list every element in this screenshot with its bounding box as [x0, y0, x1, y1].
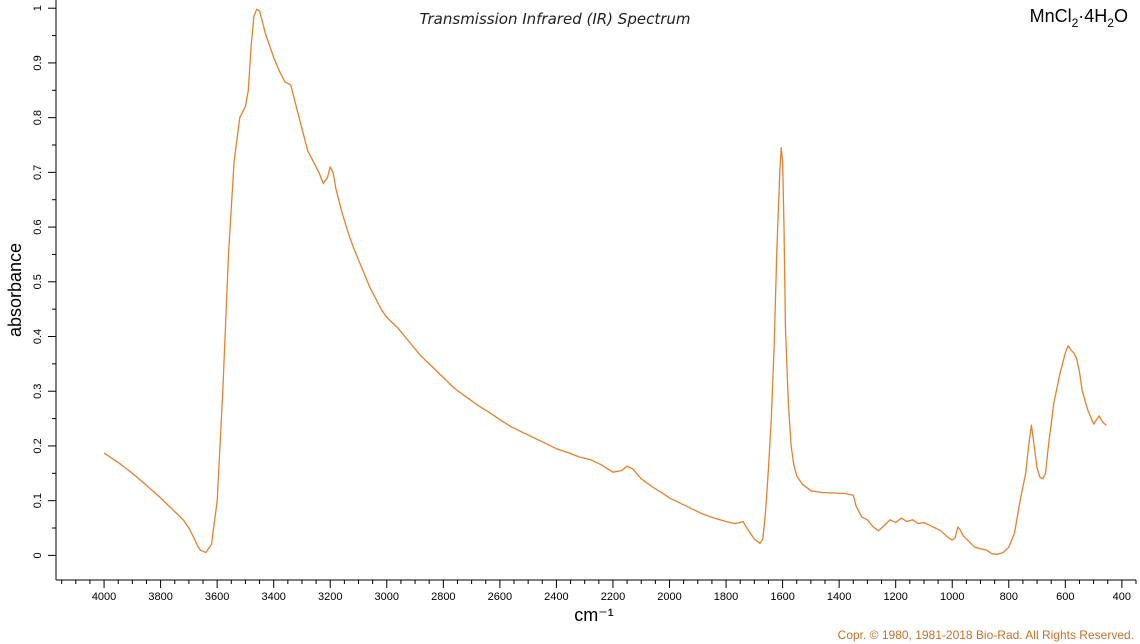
y-tick-label: 0.7: [32, 165, 44, 180]
formula-part: ·4H: [1078, 6, 1107, 26]
x-tick-label: 3200: [318, 591, 342, 603]
x-tick-label: 1200: [883, 591, 907, 603]
y-tick-label: 0.4: [32, 329, 44, 344]
x-tick-label: 3400: [261, 591, 285, 603]
x-tick-label: 1600: [770, 591, 794, 603]
y-tick-label: 0.3: [32, 384, 44, 399]
y-minor-ticks: [52, 35, 56, 529]
y-tick-label: 0.8: [32, 110, 44, 125]
chart-title: Transmission Infrared (IR) Spectrum: [420, 10, 691, 28]
x-tick-label: 1800: [714, 591, 738, 603]
x-tick-label: 800: [1000, 591, 1018, 603]
y-tick-label: 0.5: [32, 274, 44, 289]
y-ticks: 0 0.1 0.2 0.3 0.4 0.5 0.6 0.7 0.8 0.9 1: [32, 5, 56, 558]
x-tick-label: 2400: [544, 591, 568, 603]
plot-frame: [55, 0, 1136, 581]
x-tick-label: 400: [1113, 591, 1131, 603]
x-tick-label: 1400: [827, 591, 851, 603]
x-tick-label: 4000: [92, 591, 116, 603]
compound-formula: MnCl2·4H2O: [1030, 6, 1128, 30]
y-tick-label: 0.2: [32, 438, 44, 453]
x-ticks: 4000 3800 3600 3400 3200 3000 2800 2600 2400 2200…: [92, 580, 1131, 603]
x-tick-label: 1000: [940, 591, 964, 603]
y-tick-label: 1: [32, 5, 44, 11]
x-tick-label: 2200: [601, 591, 625, 603]
x-tick-label: 3800: [148, 591, 172, 603]
x-tick-label: 3000: [375, 591, 399, 603]
x-tick-label: 2000: [657, 591, 681, 603]
x-axis-label: cm⁻¹: [574, 605, 614, 625]
y-tick-label: 0.6: [32, 219, 44, 234]
x-tick-label: 3600: [205, 591, 229, 603]
y-tick-label: 0.9: [32, 55, 44, 70]
y-tick-label: 0.1: [32, 493, 44, 508]
copyright-notice: Copr. © 1980, 1981-2018 Bio-Rad. All Rig…: [838, 628, 1134, 642]
x-tick-label: 2800: [431, 591, 455, 603]
y-axis-label: absorbance: [5, 243, 25, 337]
x-tick-label: 2600: [488, 591, 512, 603]
x-tick-label: 600: [1056, 591, 1074, 603]
formula-subscript: 2: [1107, 16, 1114, 30]
y-tick-label: 0: [32, 552, 44, 558]
formula-part: MnCl: [1030, 6, 1072, 26]
x-minor-ticks: [61, 580, 1137, 584]
spectrum-line: [103, 8, 1107, 555]
formula-part: O: [1114, 6, 1128, 26]
formula-subscript: 2: [1072, 16, 1079, 30]
